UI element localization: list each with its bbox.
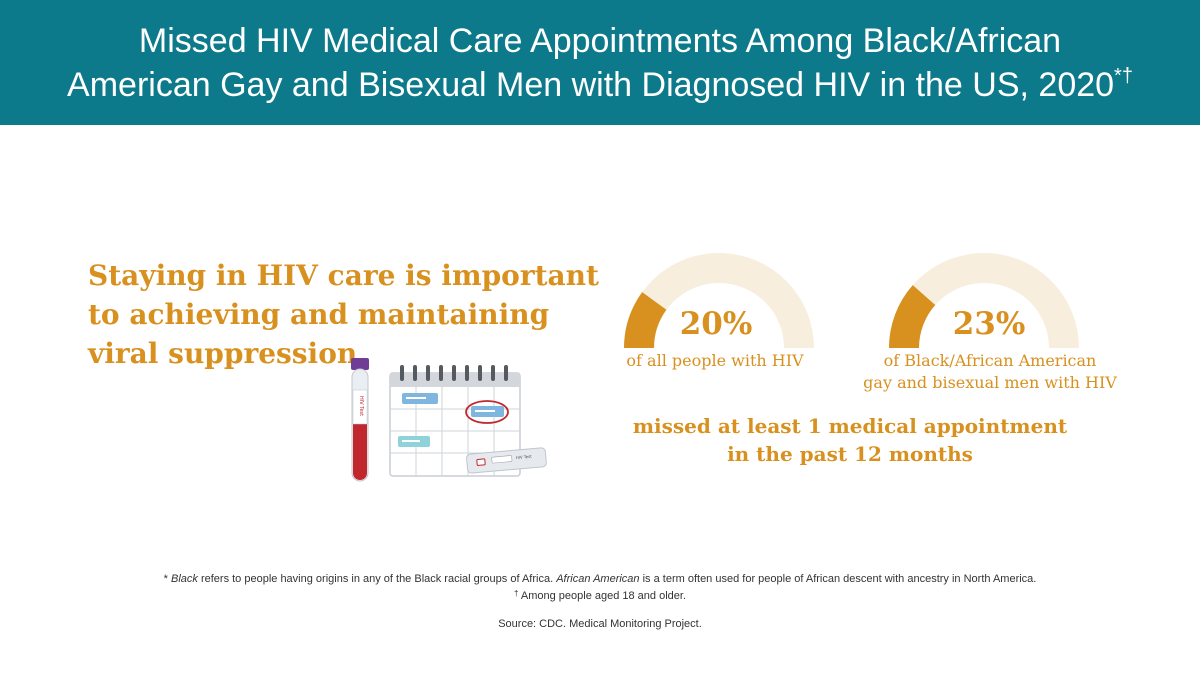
footnote-term-african-american: African American <box>556 573 640 585</box>
footnote-age: † Among people aged 18 and older. <box>0 587 1200 603</box>
lead-line-3: viral suppression. <box>88 337 367 370</box>
gauge-black-gbm <box>889 253 1079 348</box>
gauge-fill <box>889 285 936 348</box>
gauge-category-line: of Black/African American <box>883 351 1097 370</box>
gauge-value-label: 20% <box>679 306 753 342</box>
footnote-definition: * Black refers to people having origins … <box>0 572 1200 586</box>
gauge-category-label: of Black/African American gay and bisexu… <box>840 350 1140 394</box>
gauge-all-people <box>624 253 814 348</box>
footnote-text: refers to people having origins in any o… <box>197 573 557 585</box>
footnote-dagger: † <box>513 589 519 598</box>
footnote-term-black: Black <box>170 573 198 585</box>
title-banner: Missed HIV Medical Care Appointments Amo… <box>0 0 1200 125</box>
tube-label: HIV Test <box>358 396 364 416</box>
title-footnote-marks: *† <box>1114 64 1133 87</box>
gauge-category-line: gay and bisexual men with HIV <box>863 373 1117 392</box>
lead-statement: Staying in HIV care is important to achi… <box>88 256 599 373</box>
gauge-category-label: of all people with HIV <box>600 350 830 372</box>
source-note: Source: CDC. Medical Monitoring Project. <box>498 618 702 630</box>
blood-test-tube-icon: HIV Test <box>351 358 369 482</box>
calendar-icon <box>389 365 521 477</box>
summary-line-2: in the past 12 months <box>727 442 973 466</box>
lead-line-2: to achieving and maintaining <box>88 298 550 331</box>
chart-title-line-2: American Gay and Bisexual Men with Diagn… <box>67 63 1133 107</box>
hiv-rapid-test-icon: HIV Test <box>466 447 547 474</box>
chart-title-line-2-text: American Gay and Bisexual Men with Diagn… <box>67 65 1115 104</box>
hiv-care-illustration: HIV Test HIV Test <box>351 358 547 482</box>
chart-title-line-1: Missed HIV Medical Care Appointments Amo… <box>138 21 1062 60</box>
summary-line-1: missed at least 1 medical appointment <box>632 414 1068 438</box>
summary-statement: missed at least 1 medical appointment in… <box>600 412 1100 468</box>
footnote-marker: * <box>163 573 171 585</box>
gauge-category-line: of all people with HIV <box>626 351 804 370</box>
rapid-test-label: HIV Test <box>516 454 533 460</box>
lead-line-1: Staying in HIV care is important <box>88 259 599 292</box>
gauge-fill <box>624 292 667 348</box>
footnote-text: is a term often used for people of Afric… <box>639 573 1037 585</box>
footnote-text: Among people aged 18 and older. <box>518 590 687 602</box>
gauge-value-label: 23% <box>952 306 1026 342</box>
